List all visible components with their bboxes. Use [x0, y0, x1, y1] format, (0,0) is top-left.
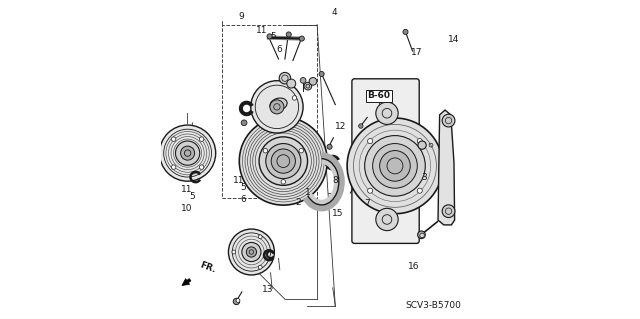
Circle shape: [233, 298, 239, 305]
FancyArrowPatch shape: [182, 278, 191, 286]
Circle shape: [259, 137, 308, 185]
Circle shape: [180, 146, 195, 160]
Circle shape: [172, 165, 176, 169]
Circle shape: [267, 34, 272, 39]
Circle shape: [442, 114, 455, 127]
Circle shape: [347, 118, 443, 214]
Circle shape: [281, 180, 285, 184]
Text: 2: 2: [296, 198, 301, 207]
Circle shape: [239, 117, 327, 205]
Text: FR.: FR.: [198, 260, 217, 274]
Circle shape: [420, 233, 424, 238]
Circle shape: [286, 32, 291, 37]
Text: 13: 13: [262, 285, 273, 294]
Text: 4: 4: [332, 8, 337, 17]
Circle shape: [232, 250, 236, 254]
Text: SCV3-B5700: SCV3-B5700: [405, 301, 461, 310]
Circle shape: [175, 141, 200, 165]
Text: 1: 1: [305, 189, 311, 197]
Text: 16: 16: [408, 262, 420, 271]
Text: 6: 6: [276, 45, 282, 54]
Polygon shape: [438, 110, 454, 225]
Text: 5: 5: [240, 183, 246, 192]
Text: 12: 12: [335, 122, 346, 130]
Circle shape: [376, 102, 398, 124]
Ellipse shape: [270, 98, 287, 111]
Circle shape: [246, 247, 257, 257]
Text: 10: 10: [181, 204, 193, 213]
Circle shape: [418, 231, 425, 239]
Text: 15: 15: [332, 209, 343, 218]
Text: 5: 5: [189, 192, 195, 201]
Text: 3: 3: [422, 173, 428, 182]
Circle shape: [309, 78, 317, 85]
Circle shape: [159, 125, 216, 181]
Circle shape: [279, 72, 291, 84]
Circle shape: [241, 120, 247, 126]
Text: 14: 14: [447, 35, 459, 44]
Text: 6: 6: [240, 195, 246, 204]
Circle shape: [358, 124, 363, 128]
Text: 17: 17: [411, 48, 422, 57]
Text: 5: 5: [270, 32, 276, 41]
Text: B-60: B-60: [367, 91, 390, 100]
FancyBboxPatch shape: [352, 79, 419, 243]
Circle shape: [228, 229, 275, 275]
Text: 11: 11: [256, 26, 268, 35]
Circle shape: [380, 151, 410, 181]
Circle shape: [251, 81, 303, 133]
Circle shape: [417, 188, 422, 193]
Circle shape: [418, 141, 426, 149]
Circle shape: [300, 78, 306, 83]
Text: 11: 11: [233, 176, 244, 185]
Circle shape: [365, 136, 425, 196]
Circle shape: [299, 149, 303, 153]
Text: 9: 9: [238, 12, 244, 21]
Circle shape: [259, 265, 262, 269]
Circle shape: [442, 205, 455, 218]
Circle shape: [367, 138, 372, 144]
Circle shape: [259, 235, 262, 239]
Text: 8: 8: [332, 176, 338, 185]
Circle shape: [319, 71, 324, 77]
Circle shape: [292, 96, 297, 100]
Circle shape: [263, 149, 268, 153]
Circle shape: [417, 138, 422, 144]
Circle shape: [304, 82, 312, 90]
Circle shape: [327, 144, 332, 149]
Circle shape: [200, 137, 204, 141]
Circle shape: [270, 100, 284, 114]
Circle shape: [242, 242, 261, 262]
Circle shape: [287, 79, 296, 88]
Circle shape: [200, 165, 204, 169]
Circle shape: [236, 299, 240, 302]
Circle shape: [403, 29, 408, 34]
Circle shape: [376, 208, 398, 231]
Text: 11: 11: [181, 185, 193, 194]
Circle shape: [367, 188, 372, 193]
Circle shape: [271, 149, 296, 173]
Circle shape: [300, 36, 305, 41]
Circle shape: [372, 144, 417, 188]
Circle shape: [172, 137, 176, 141]
Text: 7: 7: [364, 199, 370, 208]
Circle shape: [266, 144, 301, 179]
